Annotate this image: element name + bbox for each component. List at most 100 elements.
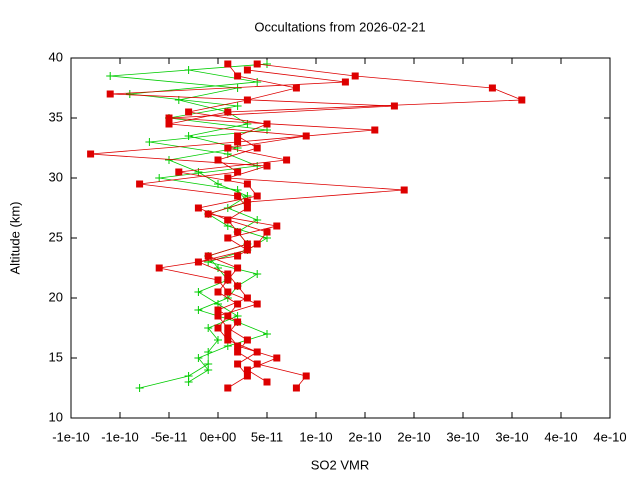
series-line	[139, 63, 297, 389]
point	[204, 252, 212, 260]
point	[224, 384, 232, 392]
y-tick-label: 20	[49, 289, 63, 304]
point	[243, 366, 251, 374]
point	[243, 246, 251, 254]
point	[155, 174, 164, 182]
x-tick-label: -1e-10	[52, 429, 90, 444]
point	[341, 78, 349, 86]
point	[194, 288, 203, 296]
y-tick-label: 30	[49, 169, 63, 184]
point	[234, 360, 242, 368]
point	[224, 216, 232, 224]
x-tick-label: 2e-10	[397, 429, 430, 444]
x-tick-label: 3e-10	[446, 429, 479, 444]
y-tick-label: 15	[49, 349, 63, 364]
point	[145, 138, 154, 146]
point	[214, 336, 222, 344]
point	[253, 300, 261, 308]
point	[135, 384, 144, 392]
point	[214, 288, 222, 296]
point	[518, 96, 526, 104]
x-tick-label: 4e-10	[544, 429, 577, 444]
point	[243, 372, 251, 380]
point	[234, 252, 242, 260]
point	[253, 78, 262, 86]
point	[214, 306, 222, 314]
y-axis-label: Altitude (km)	[7, 202, 22, 275]
point	[253, 240, 261, 248]
x-tick-label: -1e-10	[101, 429, 139, 444]
y-tick-label: 25	[49, 229, 63, 244]
point	[351, 72, 359, 80]
point	[194, 258, 202, 266]
point	[194, 306, 203, 314]
point	[243, 66, 251, 74]
x-tick-label: 5e-11	[251, 429, 283, 444]
point	[234, 192, 242, 200]
point	[214, 156, 222, 164]
x-axis-label: SO2 VMR	[311, 457, 370, 472]
point	[243, 204, 251, 212]
point	[224, 60, 232, 68]
point	[234, 300, 242, 308]
point	[263, 162, 271, 170]
point	[234, 228, 242, 236]
point	[224, 336, 232, 344]
point	[243, 180, 251, 188]
point	[263, 330, 271, 338]
point	[214, 276, 222, 284]
point	[292, 384, 300, 392]
point	[155, 264, 163, 272]
point	[234, 264, 242, 272]
point	[273, 354, 281, 362]
point	[273, 222, 281, 230]
point	[283, 156, 291, 164]
point	[488, 84, 496, 92]
point	[243, 240, 251, 248]
point	[165, 120, 173, 128]
point	[371, 126, 379, 134]
point	[224, 276, 232, 284]
point	[253, 192, 261, 200]
point	[224, 324, 232, 332]
point	[194, 204, 202, 212]
point	[234, 138, 242, 146]
point	[292, 84, 300, 92]
x-tick-label: -5e-11	[151, 429, 188, 444]
point	[224, 270, 232, 278]
point	[234, 72, 242, 80]
series-line	[159, 63, 522, 389]
point	[184, 66, 193, 74]
point	[243, 336, 251, 344]
point	[234, 348, 242, 356]
point	[214, 312, 222, 320]
point	[87, 150, 95, 158]
point	[194, 354, 203, 362]
point	[224, 108, 232, 116]
point	[165, 114, 173, 122]
x-tick-label: 4e-10	[593, 429, 626, 444]
point	[253, 360, 261, 368]
point	[214, 324, 222, 332]
point	[224, 144, 232, 152]
point	[204, 366, 213, 374]
point	[263, 60, 271, 68]
point	[234, 282, 242, 290]
point	[185, 108, 193, 116]
point	[234, 168, 242, 176]
point	[233, 102, 242, 110]
point	[253, 144, 261, 152]
point	[224, 330, 232, 338]
point	[224, 288, 232, 296]
point	[125, 90, 134, 98]
y-tick-label: 35	[49, 109, 63, 124]
point	[106, 90, 114, 98]
point	[234, 318, 242, 326]
x-tick-label: 1e-10	[299, 429, 332, 444]
point	[390, 102, 398, 110]
point	[243, 198, 251, 206]
point	[106, 72, 115, 80]
y-tick-label: 10	[49, 409, 63, 424]
point	[204, 324, 213, 332]
